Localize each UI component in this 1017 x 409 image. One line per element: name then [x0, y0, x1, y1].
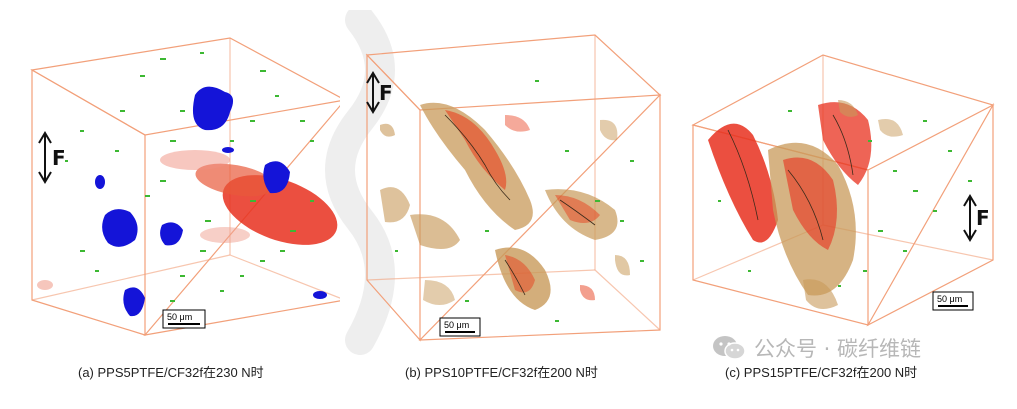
red-phase	[37, 150, 338, 290]
crack-lines	[444, 114, 596, 296]
panel-b-render: F 50 μm	[365, 34, 662, 342]
panel-c-render: F 50 μm	[691, 54, 995, 327]
green-particles	[65, 52, 314, 302]
scale-bar-label: 50 μm	[167, 312, 192, 322]
bounding-box	[365, 34, 662, 342]
scale-bar-label: 50 μm	[937, 294, 962, 304]
blue-phase	[95, 86, 327, 317]
background-decoration	[325, 10, 395, 355]
scale-bar-label: 50 μm	[444, 320, 469, 330]
green-particles	[718, 110, 972, 287]
red-phase	[708, 100, 903, 309]
caption-a: (a) PPS5PTFE/CF32f在230 N时	[78, 365, 264, 380]
wechat-icon	[713, 336, 746, 360]
force-label: F	[52, 146, 66, 170]
scale-bar: 50 μm	[162, 309, 206, 329]
scale-bar: 50 μm	[439, 317, 481, 337]
panel-c: F 50 μm	[688, 0, 1008, 330]
force-arrow	[38, 131, 52, 184]
scale-bar: 50 μm	[932, 291, 974, 311]
tan-phase	[380, 102, 630, 310]
crack-lines	[727, 114, 854, 241]
panel-b: F 50 μm	[355, 0, 670, 345]
force-label: F	[379, 81, 393, 105]
caption-b: (b) PPS10PTFE/CF32f在200 N时	[405, 365, 598, 380]
force-label: F	[976, 206, 990, 230]
panel-a-render: F 50 μm	[30, 37, 340, 336]
force-arrow	[366, 71, 380, 114]
panel-a: F 50 μm	[20, 0, 340, 345]
force-arrow	[963, 194, 977, 242]
green-particles	[395, 80, 644, 322]
watermark: 公众号 · 碳纤维链	[712, 330, 921, 366]
caption-c: (c) PPS15PTFE/CF32f在200 N时	[725, 365, 918, 380]
watermark-text: 公众号 · 碳纤维链	[754, 337, 922, 361]
